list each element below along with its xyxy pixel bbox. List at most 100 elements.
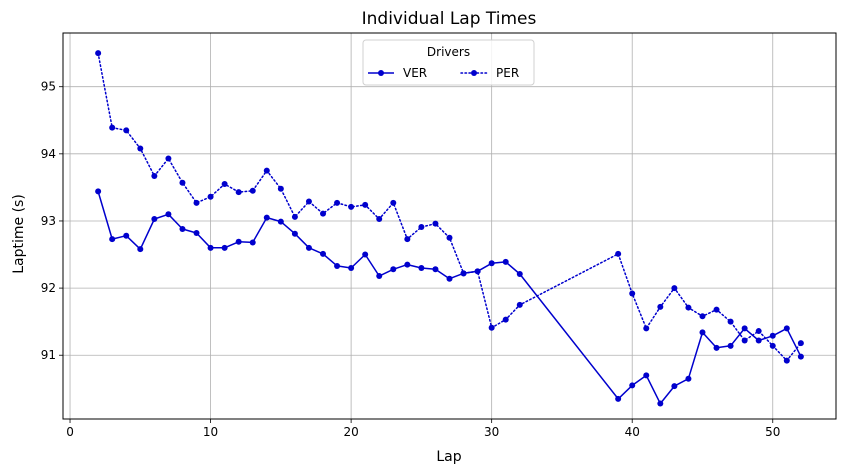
axis-ticks: 0 10 20 30 40 50 91 92 93 94 95 <box>41 80 781 439</box>
data-point-per <box>165 155 172 162</box>
data-point-per <box>95 50 102 57</box>
x-tick-label: 50 <box>765 425 780 439</box>
data-point-per <box>235 189 242 196</box>
data-point-ver <box>320 250 327 257</box>
data-point-per <box>460 270 467 277</box>
data-point-ver <box>741 325 748 332</box>
data-point-ver <box>151 215 158 222</box>
y-tick-label: 94 <box>41 147 56 161</box>
data-point-ver <box>207 244 214 251</box>
data-point-ver <box>221 244 228 251</box>
data-point-per <box>123 127 130 134</box>
data-point-ver <box>123 232 130 239</box>
legend-box <box>362 39 535 86</box>
data-point-ver <box>713 344 720 351</box>
data-point-per <box>516 301 523 308</box>
grid <box>63 33 836 419</box>
data-point-per <box>643 325 650 332</box>
data-point-per <box>291 213 298 220</box>
chart-title: Individual Lap Times <box>362 9 537 29</box>
data-point-per <box>657 303 664 310</box>
data-point-ver <box>390 266 397 273</box>
data-point-per <box>741 337 748 344</box>
x-tick-label: 20 <box>343 425 358 439</box>
data-point-per <box>151 172 158 179</box>
data-point-ver <box>179 226 186 233</box>
data-point-ver <box>165 211 172 218</box>
data-point-per <box>193 199 200 206</box>
data-point-per <box>685 304 692 311</box>
data-point-ver <box>334 262 341 269</box>
data-point-per <box>348 203 355 210</box>
data-point-ver <box>755 337 762 344</box>
data-point-ver <box>671 383 678 390</box>
data-point-ver <box>685 375 692 382</box>
data-point-per <box>797 340 804 347</box>
data-point-per <box>629 290 636 297</box>
data-point-ver <box>263 214 270 221</box>
data-point-ver <box>362 251 369 258</box>
series-layer <box>95 50 804 407</box>
data-point-ver <box>376 273 383 280</box>
data-point-per <box>699 313 706 320</box>
data-point-per <box>432 220 439 227</box>
y-tick-label: 93 <box>41 214 56 228</box>
data-point-per <box>207 193 214 200</box>
series-per <box>95 50 804 364</box>
data-point-per <box>277 185 284 192</box>
data-point-per <box>783 357 790 364</box>
data-point-per <box>362 201 369 208</box>
data-point-ver <box>404 261 411 268</box>
data-point-ver <box>235 238 242 245</box>
data-point-ver <box>488 260 495 267</box>
legend-label-per: PER <box>496 66 519 80</box>
legend-label-ver: VER <box>403 66 427 80</box>
data-point-ver <box>629 382 636 389</box>
y-tick-label: 95 <box>41 80 56 94</box>
data-point-per <box>418 224 425 231</box>
data-point-ver <box>502 258 509 265</box>
data-point-ver <box>291 230 298 237</box>
data-point-per <box>713 306 720 313</box>
data-point-ver <box>418 264 425 271</box>
data-point-ver <box>193 230 200 237</box>
data-point-ver <box>783 325 790 332</box>
data-point-ver <box>137 246 144 253</box>
data-point-per <box>671 285 678 292</box>
data-point-per <box>334 199 341 206</box>
data-point-ver <box>95 188 102 195</box>
data-point-ver <box>305 244 312 251</box>
legend-marker-per <box>471 70 477 76</box>
data-point-per <box>137 145 144 152</box>
data-point-per <box>615 250 622 257</box>
data-point-per <box>320 210 327 217</box>
x-tick-label: 30 <box>484 425 499 439</box>
data-point-per <box>502 316 509 323</box>
data-point-ver <box>657 400 664 407</box>
data-point-per <box>727 318 734 325</box>
data-point-per <box>376 215 383 222</box>
data-point-ver <box>615 395 622 402</box>
data-point-ver <box>643 372 650 379</box>
data-point-per <box>221 181 228 188</box>
data-point-per <box>263 167 270 174</box>
data-point-per <box>390 199 397 206</box>
data-point-ver <box>348 264 355 271</box>
data-point-per <box>305 198 312 205</box>
x-tick-label: 0 <box>66 425 74 439</box>
data-point-ver <box>432 266 439 273</box>
data-point-per <box>179 179 186 186</box>
data-point-per <box>249 187 256 194</box>
x-tick-label: 40 <box>625 425 640 439</box>
data-point-ver <box>109 236 116 243</box>
data-point-ver <box>769 332 776 339</box>
data-point-per <box>488 324 495 331</box>
x-tick-label: 10 <box>203 425 218 439</box>
data-point-per <box>404 236 411 243</box>
data-point-ver <box>516 270 523 277</box>
data-point-ver <box>699 329 706 336</box>
data-point-per <box>109 124 116 131</box>
y-tick-label: 91 <box>41 348 56 362</box>
